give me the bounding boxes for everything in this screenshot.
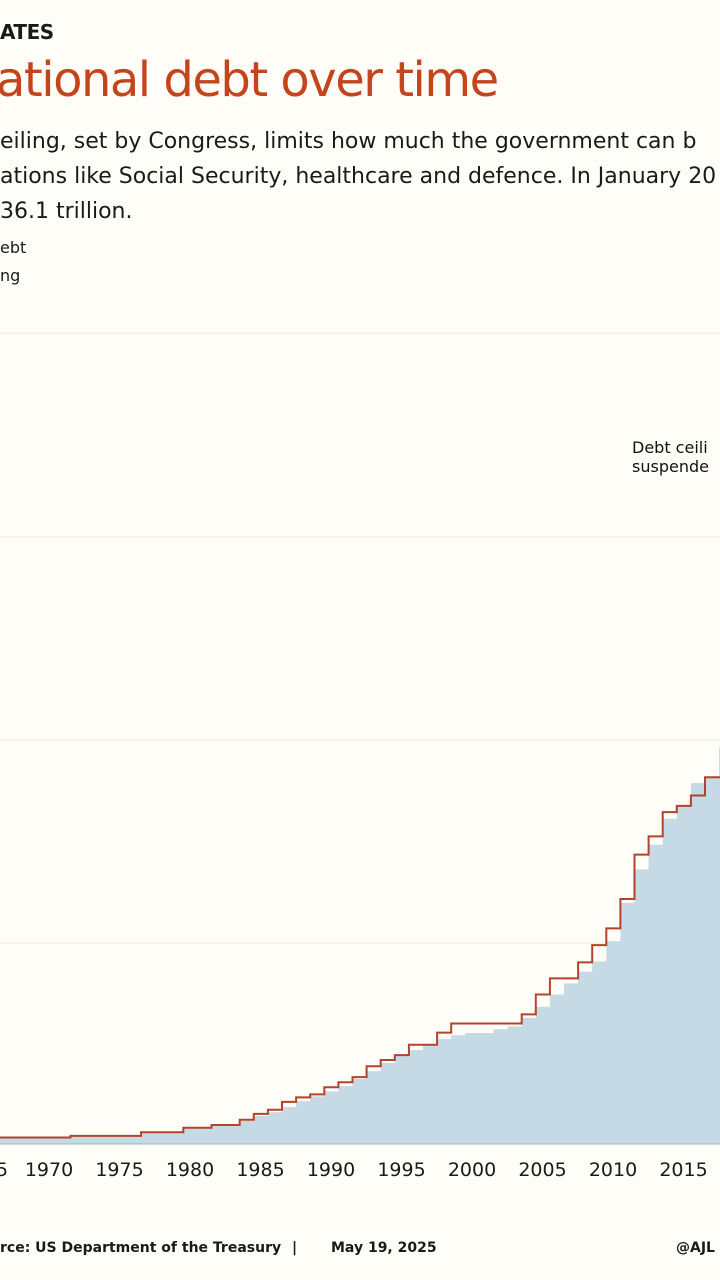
section-kicker: ATES [0,20,54,44]
x-tick-label: 1990 [307,1159,355,1181]
chart-legend: ebt ng [0,234,26,290]
footer-handle[interactable]: @AJL [676,1240,715,1256]
annotation-debt-ceiling-line-2: suspende [632,457,709,476]
subtitle: eiling, set by Congress, limits how much… [0,124,720,229]
x-tick-label: 1975 [95,1159,143,1181]
x-tick-label: 1995 [377,1159,425,1181]
footer-separator: | [292,1240,298,1256]
footer-date: May 19, 2025 [331,1240,437,1256]
x-tick-label: 2000 [448,1159,496,1181]
x-tick-label: 2015 [659,1159,707,1181]
subtitle-line-3: 36.1 trillion. [0,199,133,224]
x-tick-label: 2005 [518,1159,566,1181]
legend-item-debt: ebt [0,238,27,257]
page-title: ational debt over time [0,52,499,108]
ceiling-line [0,727,720,1139]
legend-item-ceiling: ng [0,266,21,285]
x-tick-label: 1985 [236,1159,284,1181]
footer-source: rce: US Department of the Treasury [0,1240,282,1256]
annotation-debt-ceiling-line-1: Debt ceili [632,438,708,457]
x-tick-label: 2010 [589,1159,637,1181]
x-tick-label: 5 [0,1159,8,1181]
debt-area [0,708,720,1144]
x-tick-label: 1970 [25,1159,73,1181]
subtitle-line-2: ations like Social Security, healthcare … [0,164,717,189]
x-tick-label: 1980 [166,1159,214,1181]
subtitle-line-1: eiling, set by Congress, limits how much… [0,129,697,154]
